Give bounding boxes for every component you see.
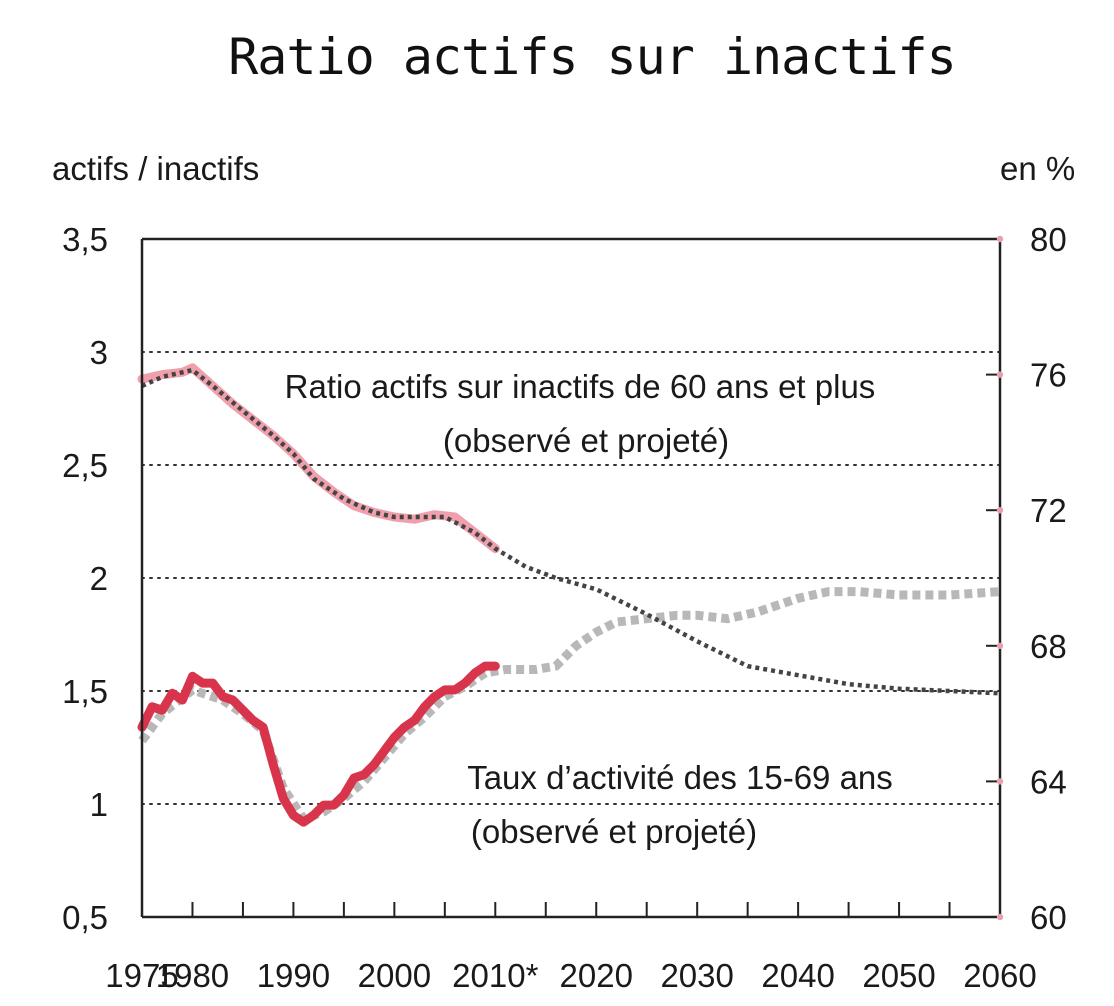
right-tick-dot-5 [996,235,1004,243]
left-axis-label: actifs / inactifs [52,150,259,187]
right-tick-dot-3 [996,507,1004,514]
right-axis-label: en % [1000,150,1075,187]
x-tick-label-1: 1980 [156,957,229,994]
taux-annotation-line-2: (observé et projeté) [471,813,757,850]
x-tick-label-3: 2000 [358,957,431,994]
left-tick-label-1: 1 [90,786,108,823]
right-tick-dot-0 [996,913,1004,921]
gridlines [141,351,1001,805]
taux-annotation-line-1: Taux d’activité des 15-69 ans [467,759,893,796]
right-tick-dot-4 [996,371,1004,378]
x-tick-label-8: 2050 [862,957,935,994]
right-tick-label-3: 72 [1030,492,1067,529]
x-tick-label-7: 2040 [761,957,834,994]
x-tick-label-0: 1975 [105,957,178,994]
left-tick-label-6: 3,5 [62,221,108,258]
left-tick-label-5: 3 [90,334,108,371]
series-group [137,363,1001,827]
left-tick-label-0: 0,5 [62,899,108,936]
right-tick-label-2: 68 [1030,628,1067,665]
right-tick-label-0: 60 [1030,899,1067,936]
ratio-annotation-line-1: Ratio actifs sur inactifs de 60 ans et p… [285,368,876,405]
right-tick-dot-2 [996,642,1004,649]
x-tick-label-9: 2060 [963,957,1036,994]
chart-title: Ratio actifs sur inactifs [228,28,957,86]
ratio-annotation-line-2: (observé et projeté) [443,422,729,459]
left-tick-label-3: 2 [90,560,108,597]
right-tick-dot-1 [996,778,1004,785]
right-tick-label-1: 64 [1030,763,1067,800]
x-tick-label-4: 2010* [452,957,538,994]
series-line-taux_observed [137,661,500,827]
plot-frame [140,237,1002,919]
annotation-group: Ratio actifs sur inactifs de 60 ans et p… [285,368,893,850]
left-tick-label-2: 1,5 [62,673,108,710]
x-tick-label-2: 1990 [257,957,330,994]
right-tick-label-4: 76 [1030,357,1067,394]
x-tick-label-6: 2030 [660,957,733,994]
right-tick-label-5: 80 [1030,221,1067,258]
left-tick-label-4: 2,5 [62,447,108,484]
x-tick-label-5: 2020 [560,957,633,994]
